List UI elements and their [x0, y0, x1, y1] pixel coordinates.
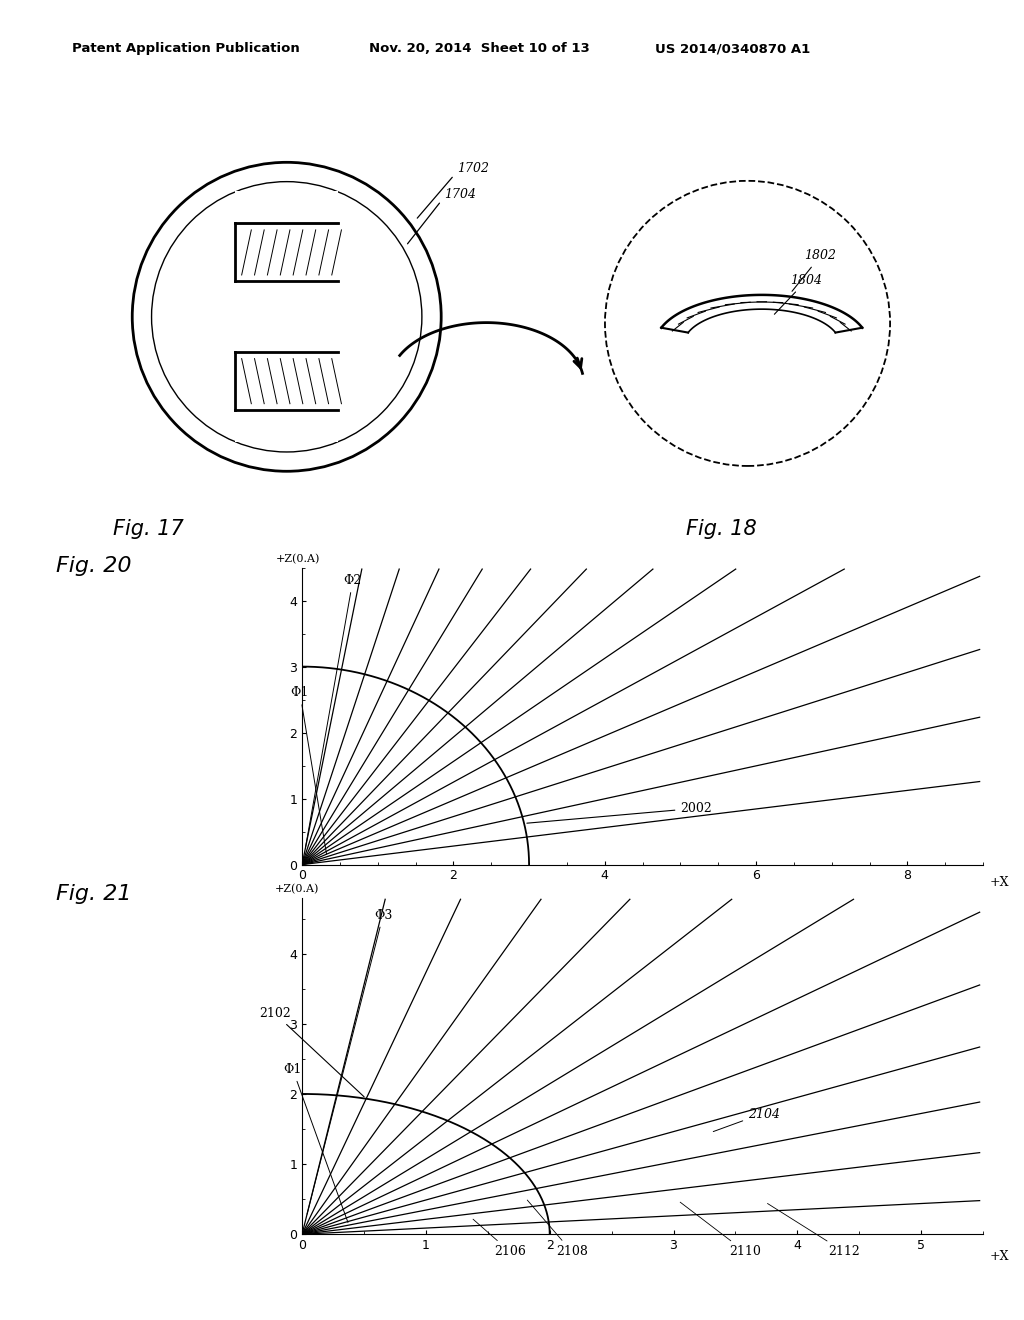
Text: 1704: 1704 — [444, 187, 476, 201]
Text: Patent Application Publication: Patent Application Publication — [72, 42, 299, 55]
Text: 2106: 2106 — [473, 1220, 526, 1258]
Text: Φ2: Φ2 — [305, 574, 361, 847]
Text: +Z(0.A): +Z(0.A) — [275, 554, 319, 565]
Bar — [236, 352, 338, 442]
Text: Φ1: Φ1 — [291, 686, 327, 854]
Text: Nov. 20, 2014  Sheet 10 of 13: Nov. 20, 2014 Sheet 10 of 13 — [369, 42, 590, 55]
Text: 2112: 2112 — [767, 1204, 860, 1258]
Text: US 2014/0340870 A1: US 2014/0340870 A1 — [655, 42, 811, 55]
Text: +X: +X — [990, 876, 1010, 890]
Text: +Z(0.A): +Z(0.A) — [274, 884, 319, 894]
Text: Φ1: Φ1 — [284, 1063, 348, 1222]
Text: 1702: 1702 — [458, 162, 489, 176]
Text: Fig. 18: Fig. 18 — [686, 519, 757, 539]
Text: Fig. 17: Fig. 17 — [113, 519, 183, 539]
Text: 2110: 2110 — [680, 1203, 761, 1258]
Text: 2002: 2002 — [527, 801, 712, 824]
Text: 2108: 2108 — [527, 1200, 588, 1258]
Text: Φ3: Φ3 — [307, 908, 392, 1214]
Text: Fig. 20: Fig. 20 — [56, 556, 132, 576]
Text: +X: +X — [990, 1250, 1010, 1263]
Text: 1802: 1802 — [792, 249, 837, 292]
Text: 2104: 2104 — [748, 1109, 780, 1122]
Bar — [236, 191, 338, 281]
Text: Fig. 21: Fig. 21 — [56, 884, 132, 904]
Text: 1804: 1804 — [774, 275, 822, 314]
Text: 2102: 2102 — [259, 1007, 365, 1097]
